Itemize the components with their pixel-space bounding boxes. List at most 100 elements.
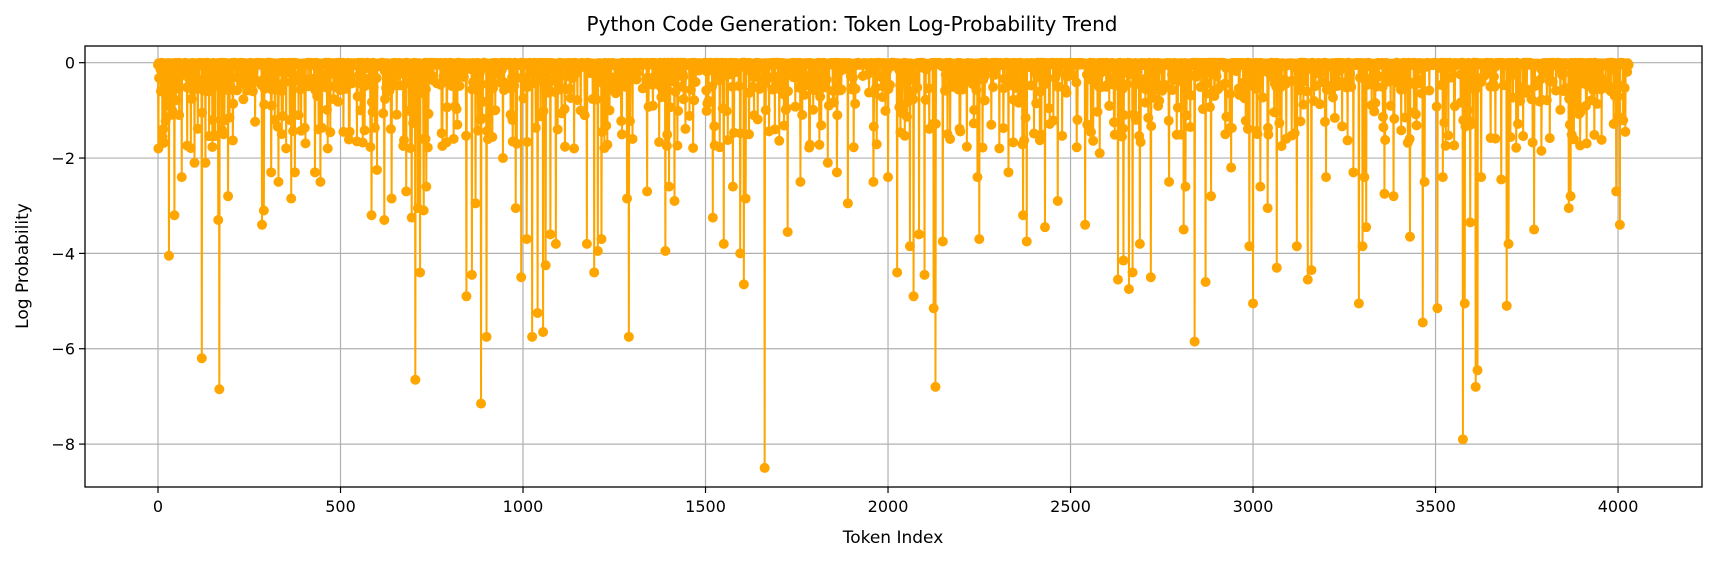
data-point	[1289, 128, 1300, 139]
data-point	[850, 83, 861, 94]
data-point	[1179, 71, 1190, 82]
data-point	[664, 181, 675, 192]
data-point	[1346, 81, 1357, 92]
data-point	[174, 71, 185, 82]
data-point	[1596, 134, 1607, 145]
data-point	[908, 291, 919, 302]
data-point	[507, 115, 518, 126]
data-point	[487, 132, 498, 143]
data-point	[880, 105, 891, 116]
data-point	[988, 82, 999, 93]
data-point	[591, 94, 602, 105]
data-point	[1564, 119, 1575, 130]
data-point	[232, 85, 243, 96]
data-point	[218, 129, 229, 140]
data-point	[1515, 95, 1526, 106]
data-point	[815, 91, 826, 102]
data-point	[368, 82, 379, 93]
data-point	[701, 105, 712, 116]
data-point	[511, 138, 522, 149]
data-point	[1496, 174, 1507, 185]
data-point	[521, 234, 532, 245]
data-point	[552, 124, 563, 135]
data-point	[1134, 238, 1145, 249]
data-point	[848, 142, 859, 153]
data-point	[637, 83, 648, 94]
data-point	[1020, 112, 1031, 123]
data-point	[1459, 298, 1470, 309]
data-point	[1080, 219, 1091, 230]
data-point	[1052, 195, 1063, 206]
data-point	[1181, 110, 1192, 121]
data-point	[289, 167, 300, 178]
data-point	[622, 193, 633, 204]
data-point	[678, 71, 689, 82]
plot-frame	[84, 45, 1703, 488]
data-point	[1329, 112, 1340, 123]
data-point	[1145, 272, 1156, 283]
data-point	[895, 80, 906, 91]
data-point	[564, 83, 575, 94]
data-point	[473, 125, 484, 136]
data-point	[359, 125, 370, 136]
x-tick-label: 4000	[1598, 497, 1639, 516]
data-point	[272, 121, 283, 132]
data-point	[1164, 176, 1175, 187]
data-point	[1226, 122, 1237, 133]
data-point	[1551, 85, 1561, 96]
data-point	[550, 238, 561, 249]
data-point	[214, 384, 225, 395]
data-point	[372, 164, 383, 175]
data-point	[293, 110, 304, 121]
data-point	[752, 114, 763, 125]
data-point	[1388, 191, 1399, 202]
x-axis-label: Token Index	[842, 528, 944, 548]
data-point	[559, 141, 570, 152]
data-point	[451, 104, 462, 115]
data-point	[1118, 110, 1129, 121]
data-point	[200, 157, 211, 168]
data-point	[277, 86, 288, 97]
data-point	[619, 74, 630, 85]
data-point	[1071, 142, 1082, 153]
data-point	[1558, 68, 1569, 79]
data-point	[797, 109, 808, 120]
data-point	[273, 176, 284, 187]
data-point	[197, 107, 208, 118]
data-point	[1348, 167, 1359, 178]
data-point	[1463, 105, 1474, 116]
data-point	[365, 141, 376, 152]
data-point	[836, 84, 847, 95]
data-point	[1592, 98, 1603, 109]
data-point	[1623, 59, 1634, 70]
data-point	[1185, 90, 1196, 101]
data-point	[1437, 172, 1448, 183]
data-point	[627, 133, 638, 144]
data-point	[883, 172, 894, 183]
data-point	[1201, 78, 1212, 89]
data-point	[1458, 97, 1469, 108]
data-point	[822, 157, 833, 168]
data-point	[385, 124, 396, 135]
data-point	[1061, 87, 1072, 98]
y-tick-label: −4	[51, 244, 75, 263]
data-point	[907, 74, 918, 85]
data-point	[399, 135, 410, 146]
data-point	[1619, 82, 1630, 93]
data-point	[347, 77, 358, 88]
data-point	[224, 112, 235, 123]
data-point	[1327, 92, 1338, 103]
data-point	[1262, 203, 1273, 214]
data-point	[798, 68, 809, 79]
data-point	[1163, 115, 1174, 126]
data-point	[799, 89, 810, 100]
data-point	[1057, 130, 1068, 141]
chart-title: Python Code Generation: Token Log-Probab…	[587, 12, 1118, 36]
data-point	[592, 246, 603, 257]
data-point	[662, 129, 673, 140]
data-point	[1082, 119, 1093, 130]
data-point	[1043, 103, 1054, 114]
data-point	[1613, 91, 1624, 102]
x-tick-label: 2500	[1050, 497, 1091, 516]
